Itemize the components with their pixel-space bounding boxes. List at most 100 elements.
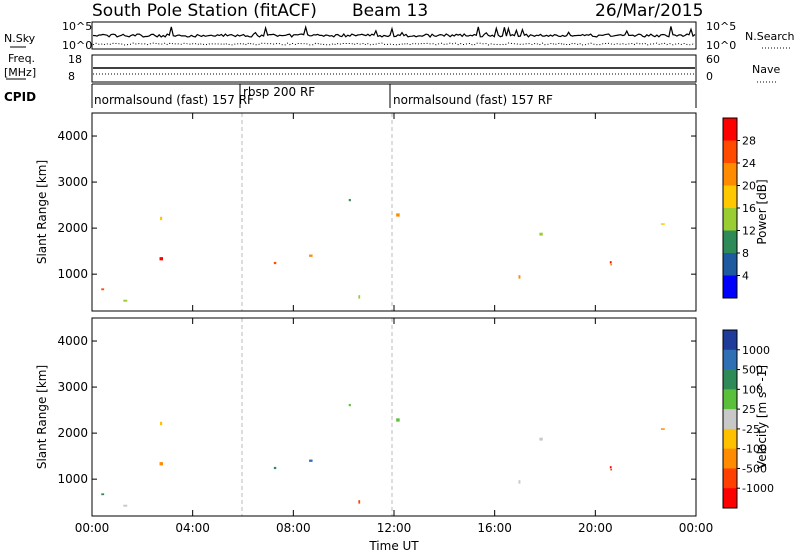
power-cell [396, 213, 400, 217]
velocity-colorbar-swatch [723, 409, 737, 430]
power-cell [358, 295, 361, 299]
power-cell [159, 257, 164, 261]
power-ylabel: Slant Range [km] [35, 160, 49, 264]
velocity-colorbar-swatch [723, 448, 737, 469]
nsky-strip-frame [91, 21, 697, 50]
power-cell [273, 261, 277, 265]
nave-label: Nave [752, 63, 780, 76]
nave-tick-low: 0 [706, 70, 713, 83]
velocity-colorbar-tick-label: 100 [742, 383, 763, 396]
nsearch-trace [92, 42, 696, 46]
velocity-colorbar-swatch [723, 389, 737, 410]
freq-label-line2: [MHz] [4, 66, 36, 79]
power-colorbar-swatch [723, 230, 737, 254]
nsky-tick-high-right: 10^5 [706, 20, 736, 33]
power-cell [610, 263, 613, 266]
power-colorbar-swatch [723, 253, 737, 276]
velocity-cell [101, 493, 105, 496]
velocity-xtick-label: 00:00 [679, 521, 714, 535]
velocity-xtick-label: 20:00 [578, 521, 613, 535]
power-colorbar-swatch [723, 208, 737, 231]
figure-title: South Pole Station (fitACF) [92, 1, 317, 21]
velocity-colorbar-tick-label: 25 [742, 403, 756, 416]
nsky-label: N.Sky [4, 32, 36, 45]
nsky-tick-high: 10^5 [62, 20, 92, 33]
velocity-cell [309, 459, 313, 462]
power-cell [518, 275, 521, 279]
velocity-xtick-label: 16:00 [477, 521, 512, 535]
velocity-colorbar-tick-label: -1000 [742, 482, 774, 495]
power-colorbar-tick-label: 28 [742, 135, 756, 148]
power-x-ticks [91, 113, 697, 311]
power-cell [159, 216, 163, 221]
velocity-cell [539, 437, 543, 441]
power-colorbar-swatch [723, 275, 737, 299]
velocity-cell [348, 403, 351, 407]
power-cell [123, 299, 128, 302]
velocity-data-cells [101, 403, 665, 507]
velocity-cell [660, 428, 665, 430]
velocity-ytick-label: 3000 [57, 380, 88, 394]
velocity-cell [159, 421, 163, 426]
power-colorbar-tick-label: 8 [742, 247, 749, 260]
velocity-xtick-label: 08:00 [276, 521, 311, 535]
cpid-segment-2: rbsp 200 RF [243, 85, 315, 99]
velocity-colorbar-tick-label: 1000 [742, 344, 770, 357]
freq-strip-frame [91, 54, 697, 83]
nsky-tick-low: 10^0 [62, 39, 92, 52]
velocity-cell [518, 480, 521, 484]
power-cell [609, 261, 612, 264]
velocity-colorbar-frame [722, 329, 738, 509]
power-colorbar-swatch [723, 140, 737, 164]
velocity-colorbar-swatch [723, 428, 737, 450]
power-cell [660, 223, 665, 225]
cpid-segment-1: normalsound (fast) 157 RF [94, 93, 254, 107]
velocity-ytick-label: 1000 [57, 472, 88, 486]
velocity-cell [609, 466, 612, 469]
power-colorbar-tick-label: 20 [742, 180, 756, 193]
power-panel: 1000 2000 3000 4000 Slant Range [km] [35, 112, 697, 312]
power-colorbar-tick-label: 4 [742, 270, 749, 283]
power-cell [101, 288, 105, 291]
power-colorbar-swatch [723, 163, 737, 186]
power-colorbar-tick-label: 12 [742, 225, 756, 238]
velocity-plot-area [92, 318, 696, 516]
power-ytick-label: 4000 [57, 129, 88, 143]
power-colorbar-swatch [723, 185, 737, 209]
velocity-xlabel: Time UT [368, 539, 419, 553]
freq-label-line1: Freq. [8, 52, 35, 65]
beam-label: Beam 13 [352, 1, 428, 21]
velocity-cell [273, 466, 277, 470]
nsearch-label: N.Search [745, 30, 795, 43]
velocity-cell [610, 468, 613, 471]
date-label: 26/Mar/2015 [595, 1, 703, 21]
velocity-ylabel: Slant Range [km] [35, 365, 49, 469]
cpid-label: CPID [4, 90, 36, 104]
cpid-segment-3: normalsound (fast) 157 RF [393, 93, 553, 107]
velocity-colorbar-tick-label: -25 [742, 423, 760, 436]
power-data-cells [101, 198, 665, 302]
nsky-tick-low-right: 10^0 [706, 39, 736, 52]
power-plot-area [92, 113, 696, 311]
velocity-cell [358, 500, 361, 504]
velocity-cell [123, 504, 128, 507]
velocity-xtick-label: 00:00 [75, 521, 110, 535]
freq-tick-high: 18 [68, 53, 82, 66]
velocity-colorbar-swatch [723, 349, 737, 371]
power-colorbar-tick-label: 16 [742, 202, 756, 215]
power-colorbar-tick-label: 24 [742, 157, 756, 170]
freq-tick-low: 8 [68, 70, 75, 83]
velocity-colorbar-tick-label: -500 [742, 462, 767, 475]
velocity-ytick-label: 4000 [57, 334, 88, 348]
velocity-panel: 1000 2000 3000 4000 00:00 04:00 08:00 12:00 16:… [35, 317, 714, 553]
power-colorbar: 28 24 20 16 12 8 4 [722, 117, 756, 299]
nave-tick-high: 60 [706, 53, 720, 66]
power-colorbar-swatch [723, 118, 737, 141]
power-cell [309, 254, 313, 257]
power-ytick-label: 2000 [57, 221, 88, 235]
velocity-cell [396, 418, 400, 422]
velocity-y-ticks: 1000 2000 3000 4000 [57, 334, 696, 486]
velocity-colorbar-swatch [723, 369, 737, 390]
velocity-colorbar-swatch [723, 330, 737, 351]
power-colorbar-label: Power [dB] [755, 179, 769, 244]
